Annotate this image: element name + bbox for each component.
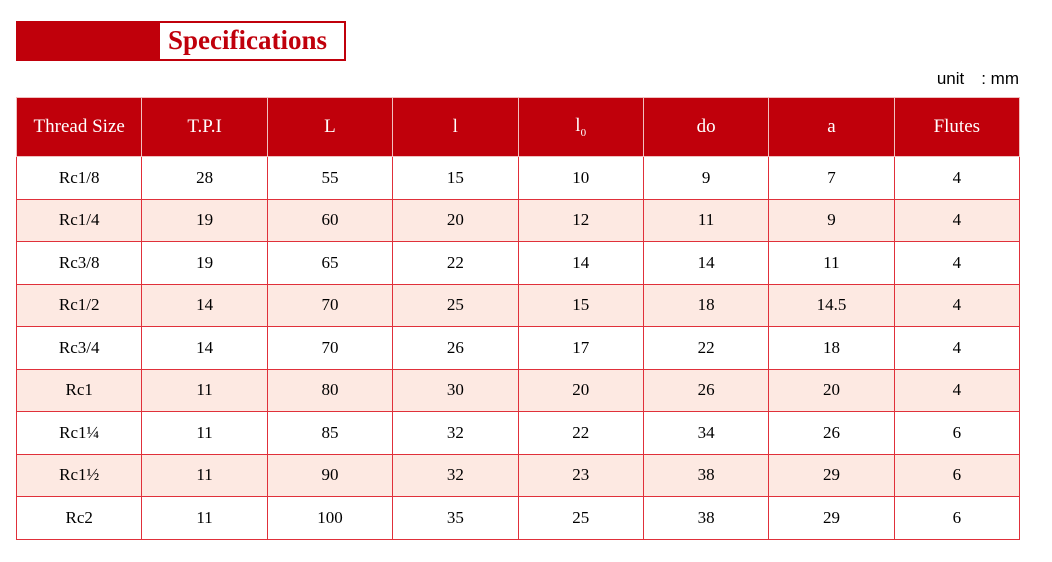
cell-l0: 15 (517, 283, 644, 327)
table-row: Rc2 11 100 35 25 38 29 6 (15, 496, 1021, 540)
cell-do: 11 (642, 198, 770, 242)
cell-flutes: 4 (893, 198, 1021, 242)
header-l0: l0 (517, 97, 644, 157)
cell-l0: 17 (517, 326, 644, 370)
cell-l: 22 (392, 241, 519, 285)
cell-l0: 10 (517, 156, 644, 200)
cell-flutes: 4 (893, 368, 1021, 412)
header-do: do (642, 97, 770, 157)
header-flutes: Flutes (893, 97, 1021, 157)
table-header-row: Thread Size T.P.I L l l0 do a Flutes (15, 97, 1021, 157)
cell-flutes: 4 (893, 326, 1021, 370)
cell-l0: 20 (517, 368, 644, 412)
table-row: Rc1/8 28 55 15 10 9 7 4 (15, 156, 1021, 200)
header-L: L (266, 97, 394, 157)
header-l0-base: l (575, 115, 581, 137)
cell-a: 26 (768, 411, 895, 455)
cell-do: 26 (642, 368, 770, 412)
cell-tpi: 11 (141, 411, 268, 455)
cell-l0: 14 (517, 241, 644, 285)
table-row: Rc1 11 80 30 20 26 20 4 (15, 368, 1021, 412)
cell-l0: 12 (517, 198, 644, 242)
cell-l: 15 (392, 156, 519, 200)
cell-a: 7 (768, 156, 895, 200)
cell-a: 14.5 (768, 283, 895, 327)
cell-do: 14 (642, 241, 770, 285)
cell-thread-size: Rc2 (15, 496, 143, 540)
table-row: Rc3/4 14 70 26 17 22 18 4 (15, 326, 1021, 370)
cell-a: 20 (768, 368, 895, 412)
specifications-table: Thread Size T.P.I L l l0 do a Flutes Rc1… (15, 97, 1021, 540)
cell-thread-size: Rc1/8 (15, 156, 143, 200)
cell-L: 70 (266, 283, 394, 327)
header-l: l (392, 97, 519, 157)
unit-label: unit : mm (936, 69, 1019, 88)
cell-L: 60 (266, 198, 394, 242)
header-tpi: T.P.I (141, 97, 268, 157)
cell-l: 32 (392, 411, 519, 455)
cell-flutes: 6 (893, 453, 1021, 497)
cell-tpi: 11 (141, 368, 268, 412)
table-row: Rc1/2 14 70 25 15 18 14.5 4 (15, 283, 1021, 327)
cell-l0: 22 (517, 411, 644, 455)
cell-L: 85 (266, 411, 394, 455)
cell-do: 38 (642, 453, 770, 497)
cell-do: 9 (642, 156, 770, 200)
cell-thread-size: Rc1/4 (15, 198, 143, 242)
cell-tpi: 14 (141, 326, 268, 370)
cell-do: 18 (642, 283, 770, 327)
cell-do: 22 (642, 326, 770, 370)
cell-flutes: 4 (893, 283, 1021, 327)
cell-l: 35 (392, 496, 519, 540)
cell-L: 100 (266, 496, 394, 540)
title-accent-bar (16, 21, 160, 61)
page-title: Specifications (160, 21, 346, 61)
cell-L: 55 (266, 156, 394, 200)
cell-flutes: 6 (893, 496, 1021, 540)
table-row: Rc1/4 19 60 20 12 11 9 4 (15, 198, 1021, 242)
cell-l: 30 (392, 368, 519, 412)
cell-a: 11 (768, 241, 895, 285)
cell-tpi: 14 (141, 283, 268, 327)
cell-a: 9 (768, 198, 895, 242)
cell-l: 32 (392, 453, 519, 497)
cell-thread-size: Rc3/8 (15, 241, 143, 285)
cell-do: 34 (642, 411, 770, 455)
cell-thread-size: Rc1/2 (15, 283, 143, 327)
cell-l: 25 (392, 283, 519, 327)
cell-tpi: 19 (141, 241, 268, 285)
cell-tpi: 19 (141, 198, 268, 242)
cell-thread-size: Rc3/4 (15, 326, 143, 370)
header-l0-sub: 0 (580, 126, 587, 139)
cell-l: 20 (392, 198, 519, 242)
cell-a: 18 (768, 326, 895, 370)
table-row: Rc3/8 19 65 22 14 14 11 4 (15, 241, 1021, 285)
header-thread-size: Thread Size (15, 97, 143, 157)
cell-a: 29 (768, 453, 895, 497)
cell-tpi: 28 (141, 156, 268, 200)
cell-tpi: 11 (141, 453, 268, 497)
cell-l: 26 (392, 326, 519, 370)
cell-thread-size: Rc1½ (15, 453, 143, 497)
cell-L: 80 (266, 368, 394, 412)
cell-a: 29 (768, 496, 895, 540)
cell-L: 90 (266, 453, 394, 497)
cell-thread-size: Rc1 (15, 368, 143, 412)
cell-l0: 25 (517, 496, 644, 540)
cell-flutes: 4 (893, 156, 1021, 200)
table-row: Rc1¼ 11 85 32 22 34 26 6 (15, 411, 1021, 455)
cell-l0: 23 (517, 453, 644, 497)
cell-flutes: 6 (893, 411, 1021, 455)
cell-tpi: 11 (141, 496, 268, 540)
cell-thread-size: Rc1¼ (15, 411, 143, 455)
table-row: Rc1½ 11 90 32 23 38 29 6 (15, 453, 1021, 497)
cell-L: 70 (266, 326, 394, 370)
cell-L: 65 (266, 241, 394, 285)
cell-flutes: 4 (893, 241, 1021, 285)
cell-do: 38 (642, 496, 770, 540)
header-a: a (768, 97, 895, 157)
